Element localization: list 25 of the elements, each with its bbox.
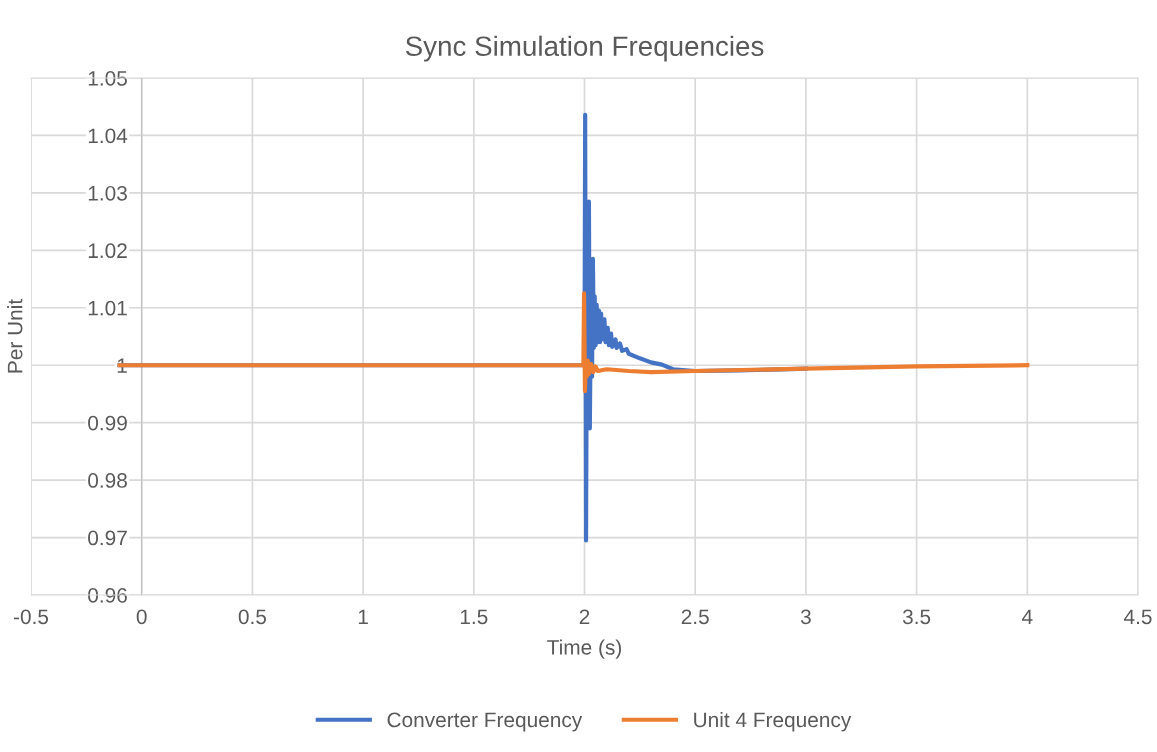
- x-tick-label: 2: [579, 609, 590, 624]
- x-tick-label: 4: [1021, 609, 1033, 624]
- y-tick-label: 0.98: [88, 473, 127, 488]
- y-tick-label: 0.99: [88, 415, 127, 431]
- x-tick-label: 2.5: [681, 609, 709, 625]
- x-tick-label: 4.5: [1124, 609, 1152, 625]
- y-tick-label: 1.05: [88, 71, 127, 86]
- y-tick-label: 1.02: [88, 243, 127, 259]
- x-tick-label: 0.5: [238, 609, 267, 625]
- y-tick-label: 1.01: [88, 300, 127, 316]
- x-tick-label: 0: [136, 609, 147, 625]
- legend-label: Unit 4 Frequency: [694, 711, 852, 732]
- y-tick-label: 0.96: [88, 588, 127, 603]
- y-axis-title: Per Unit: [7, 299, 23, 373]
- y-tick-label: 1.04: [88, 128, 128, 144]
- x-tick-label: 1.5: [460, 609, 488, 625]
- y-tick-label: 1.03: [88, 185, 127, 201]
- x-tick-label: -0.5: [13, 609, 49, 625]
- legend-label: Converter Frequency: [387, 712, 583, 732]
- x-tick-label: 1: [358, 609, 368, 624]
- y-tick-label: 0.97: [88, 530, 127, 546]
- x-axis-title: Time (s): [547, 639, 622, 659]
- x-tick-label: 3.5: [902, 609, 931, 625]
- x-tick-label: 3: [800, 609, 811, 625]
- chart-title: Sync Simulation Frequencies: [405, 35, 764, 62]
